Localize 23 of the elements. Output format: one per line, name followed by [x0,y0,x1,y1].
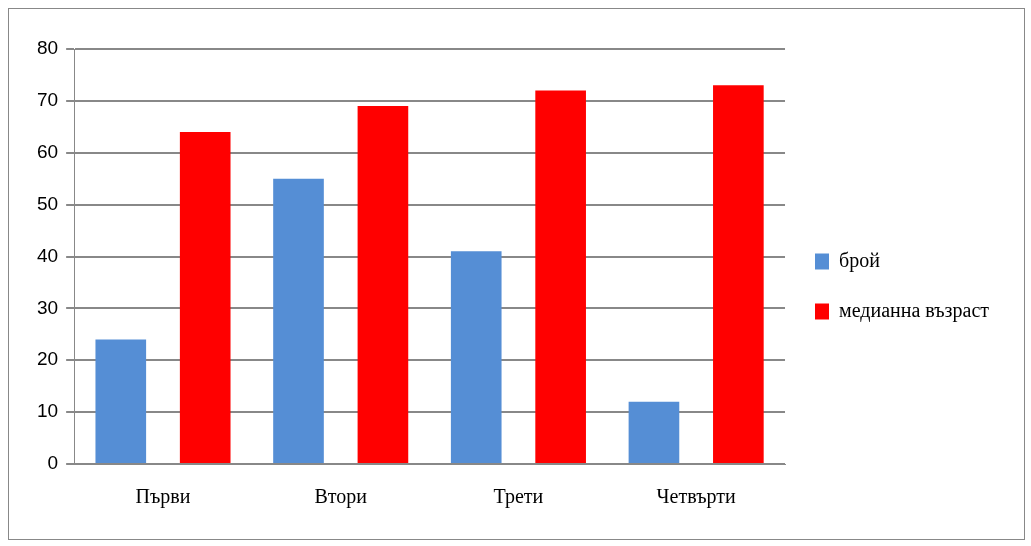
y-tick-label: 70 [36,89,59,111]
bar [628,401,680,463]
bar [713,85,764,463]
bar [179,132,231,463]
bar [450,251,502,463]
bar [357,106,409,463]
x-tick-label: Първи [135,485,191,509]
legend-label: медианна възраст [839,298,990,322]
y-tick-label: 30 [36,296,59,318]
y-tick-label: 10 [36,400,59,422]
bar [95,339,147,463]
y-tick-label: 40 [36,244,59,266]
y-tick-label: 80 [36,37,59,59]
x-tick-label: Втори [314,485,368,509]
bar [273,178,324,463]
y-tick-label: 20 [36,348,59,370]
y-tick-label: 50 [36,192,59,214]
x-tick-label: Четвърти [656,485,736,509]
legend-label: брой [839,248,881,272]
y-tick-label: 60 [36,140,59,162]
x-tick-label: Трети [493,485,544,509]
bar [535,90,586,463]
y-tick-label: 0 [47,452,59,474]
